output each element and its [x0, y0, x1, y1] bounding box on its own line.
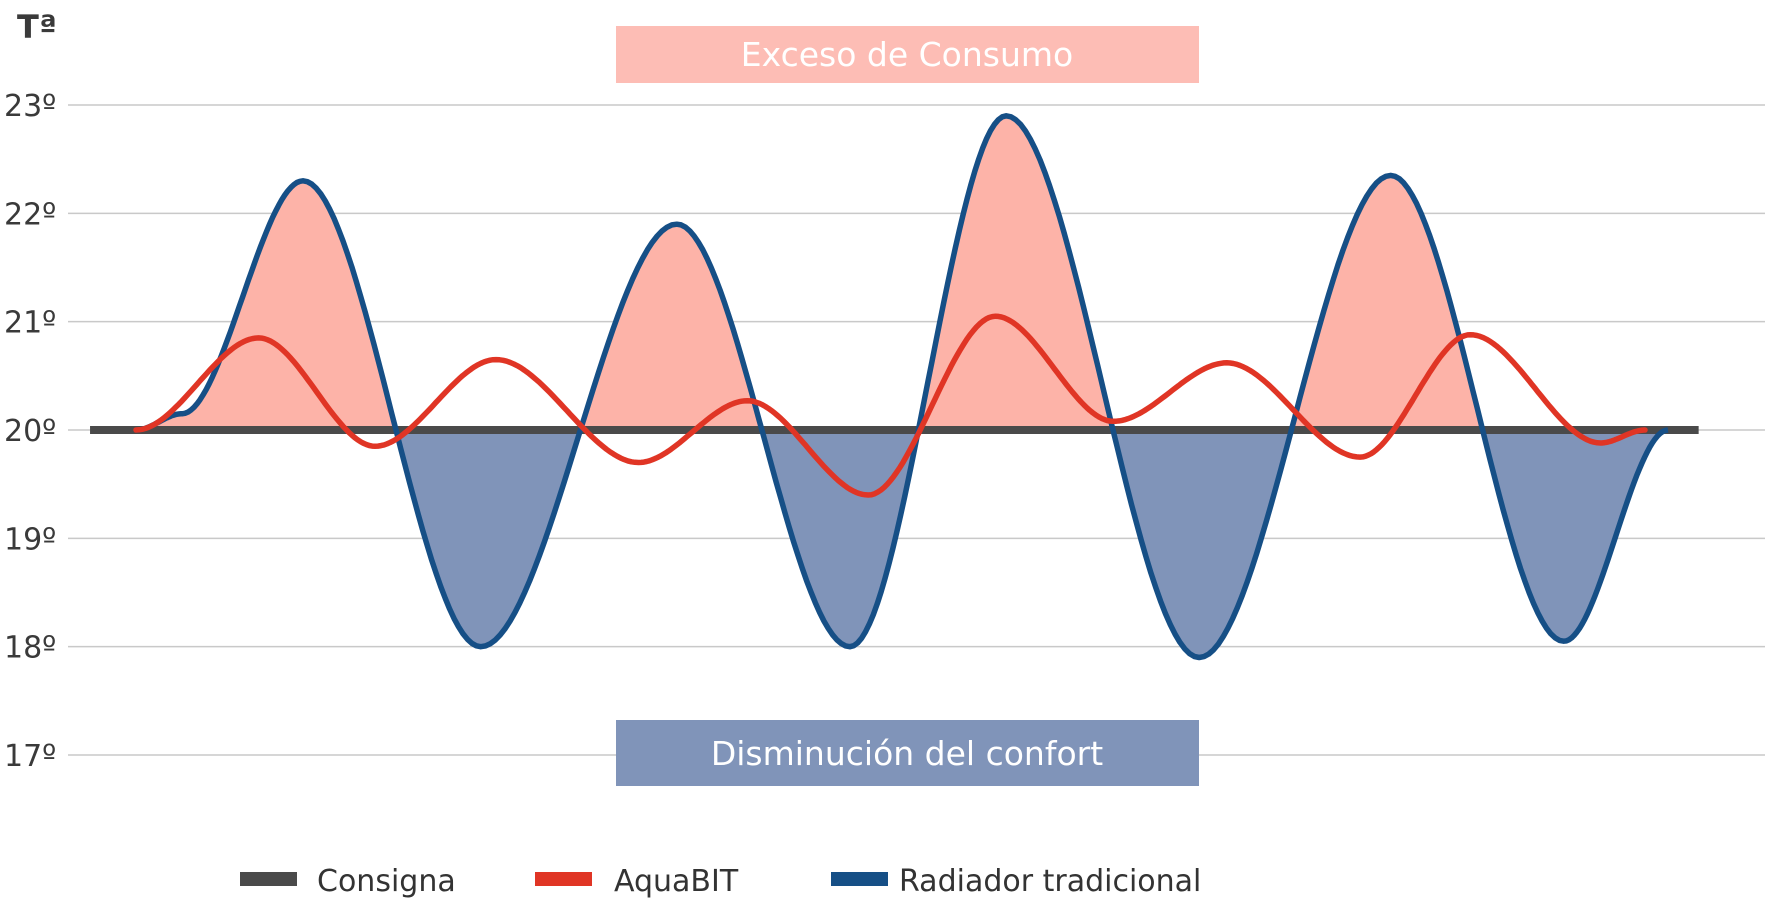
- legend-item: Consigna: [240, 864, 456, 898]
- y-tick-label: 22º: [4, 197, 56, 232]
- legend-label: Radiador tradicional: [899, 864, 1201, 898]
- legend-label: Consigna: [317, 864, 456, 898]
- legend-swatch: [240, 872, 297, 886]
- legend: Consigna AquaBIT Radiador tradicional: [240, 864, 1201, 898]
- legend-label: AquaBIT: [614, 864, 739, 898]
- comfort-decrease-label: Disminución del confort: [711, 734, 1103, 773]
- y-tick-label: 19º: [4, 522, 56, 557]
- y-tick-label: 23º: [4, 89, 56, 124]
- area-fills: [136, 115, 1668, 658]
- excess-consumption-area: [136, 115, 1668, 430]
- y-tick-label: 17º: [4, 739, 56, 774]
- aquabit-line: [133, 313, 1648, 498]
- series-lines: [90, 113, 1699, 661]
- radiador-tradicional-line: [134, 113, 1669, 661]
- y-tick-labels: 23º 22º 21º 20º 19º 18º 17º: [4, 89, 56, 774]
- y-tick-label: 18º: [4, 631, 56, 666]
- legend-item: AquaBIT: [535, 864, 739, 898]
- comfort-decrease-banner: [616, 720, 1199, 786]
- excess-consumption-label: Exceso de Consumo: [741, 35, 1073, 74]
- excess-consumption-banner: [616, 26, 1199, 83]
- legend-item: Radiador tradicional: [831, 864, 1201, 898]
- legend-swatch: [535, 872, 592, 886]
- y-tick-label: 20º: [4, 414, 56, 449]
- y-tick-label: 21º: [4, 306, 56, 341]
- legend-swatch: [831, 872, 888, 886]
- y-axis-label: Tª: [17, 8, 57, 46]
